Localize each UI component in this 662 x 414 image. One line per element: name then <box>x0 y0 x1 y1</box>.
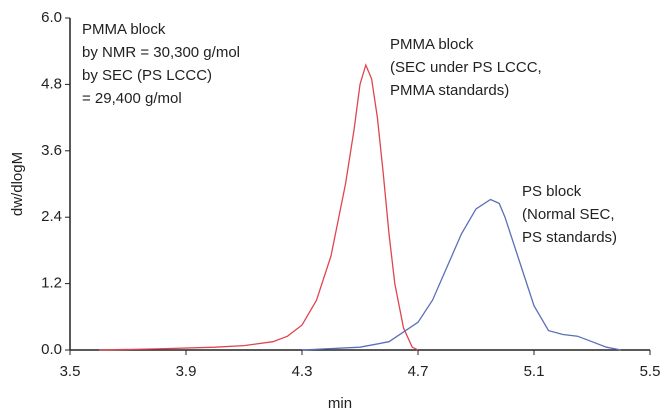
y-tick-label: 4.8 <box>41 75 62 92</box>
x-tick-label: 4.3 <box>292 363 313 380</box>
y-tick-label: 6.0 <box>41 9 62 26</box>
x-tick-label: 5.5 <box>640 363 661 380</box>
annotation: (Normal SEC, <box>522 206 615 223</box>
y-axis-label: dw/dlogM <box>9 152 26 216</box>
y-tick-label: 1.2 <box>41 275 62 292</box>
annotation: PMMA block <box>390 36 474 53</box>
annotation: PS standards) <box>522 229 617 246</box>
x-tick-label: 3.9 <box>176 363 197 380</box>
annotation: PS block <box>522 183 582 200</box>
y-tick-label: 3.6 <box>41 142 62 159</box>
series-line <box>301 198 622 351</box>
annotation: by NMR = 30,300 g/mol <box>82 44 240 61</box>
y-tick-label: 0.0 <box>41 341 62 358</box>
x-tick-label: 3.5 <box>60 363 81 380</box>
annotation: by SEC (PS LCCC) <box>82 67 212 84</box>
annotation: PMMA standards) <box>390 82 509 99</box>
annotation: = 29,400 g/mol <box>82 90 182 107</box>
annotation: (SEC under PS LCCC, <box>390 59 542 76</box>
series-line <box>98 63 419 351</box>
annotation: PMMA block <box>82 21 166 38</box>
x-tick-label: 4.7 <box>408 363 429 380</box>
x-tick-label: 5.1 <box>524 363 545 380</box>
x-axis-label: min <box>328 395 352 412</box>
y-tick-label: 2.4 <box>41 208 62 225</box>
